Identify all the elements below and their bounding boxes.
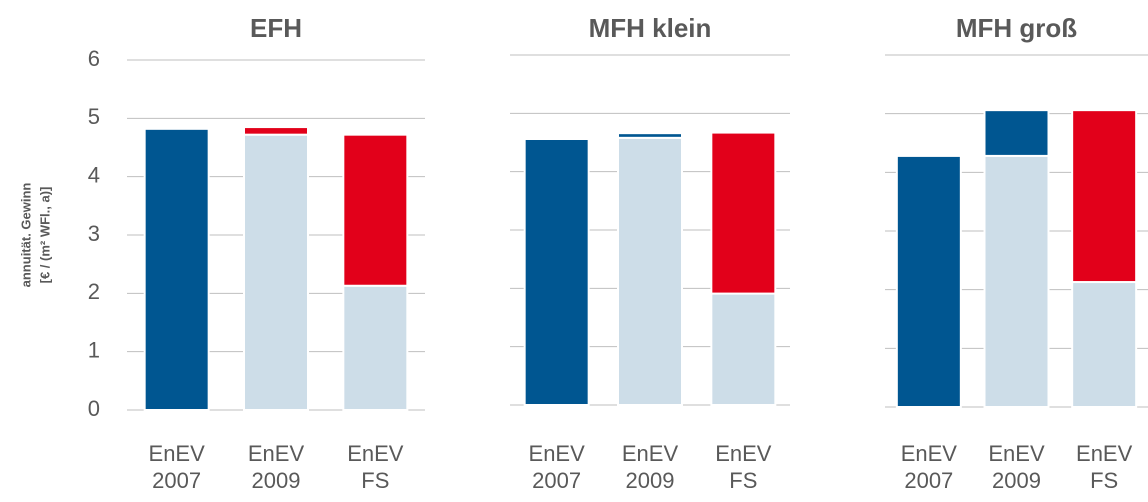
x-tick-label: EnEV FS — [715, 441, 772, 493]
bar-segment — [243, 133, 309, 412]
bar-segment — [243, 126, 309, 136]
bar-segment — [1071, 281, 1138, 409]
x-tick-label: EnEV FS — [1076, 441, 1133, 493]
bar-segment — [523, 138, 590, 406]
bar-segment — [342, 133, 409, 287]
x-tick-label: EnEV FS — [347, 441, 404, 493]
chart-title: MFH groß — [956, 13, 1077, 43]
x-tick-label: EnEV 2009 — [247, 441, 305, 493]
y-tick-label: 3 — [88, 221, 100, 246]
y-tick-label: 6 — [88, 46, 100, 71]
bar-segment — [710, 292, 777, 407]
x-tick-label: EnEV 2007 — [900, 441, 957, 493]
bar-segment — [143, 127, 210, 411]
bar-segment — [895, 154, 962, 408]
y-tick-label: 0 — [88, 396, 100, 421]
bar-segment — [1071, 109, 1138, 284]
bar-segment — [617, 136, 683, 406]
bar-segment — [983, 154, 1050, 408]
y-tick-label: 1 — [88, 337, 100, 362]
x-tick-label: EnEV 2007 — [148, 441, 205, 493]
chart-title: MFH klein — [589, 13, 712, 43]
y-tick-label: 2 — [88, 279, 100, 304]
chart-title: EFH — [250, 13, 302, 43]
x-tick-label: EnEV 2009 — [988, 441, 1045, 493]
bar-segment — [617, 132, 683, 139]
y-tick-label: 4 — [88, 162, 100, 187]
bar-segment — [983, 109, 1050, 157]
y-axis-label: [€ / (m² WFl., a)] — [37, 187, 52, 284]
bar-segment — [342, 284, 409, 411]
y-tick-label: 5 — [88, 104, 100, 129]
x-tick-label: EnEV 2007 — [528, 441, 585, 493]
bar-segment — [710, 131, 777, 295]
y-axis-label: annuität. Gewinn — [18, 183, 33, 288]
x-tick-label: EnEV 2009 — [621, 441, 679, 493]
